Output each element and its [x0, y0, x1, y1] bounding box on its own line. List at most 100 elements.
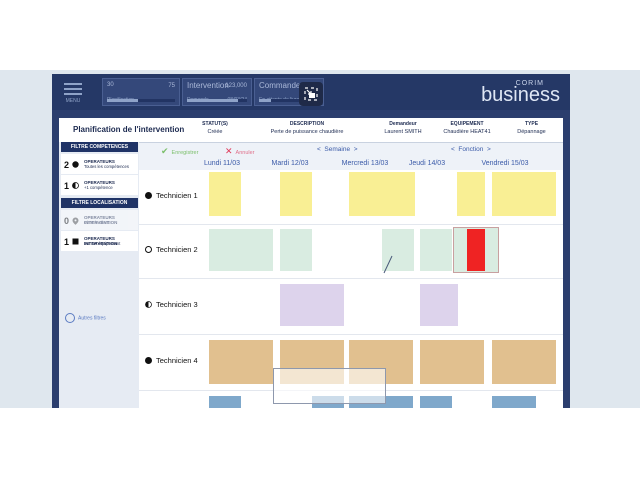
brand-logo: business: [481, 84, 560, 106]
slot-yellow[interactable]: [492, 172, 556, 216]
week-navigator[interactable]: < Semaine >: [317, 146, 358, 153]
week-label: Semaine: [324, 146, 351, 153]
page-title: Planification de l'intervention: [73, 125, 185, 134]
chevron-right-icon[interactable]: >: [486, 146, 491, 153]
location-equipment-sub: Sur cet équipement: [84, 241, 121, 246]
location-filter-client[interactable]: 0 OPERATEURS INTERVENTION Chez le client: [61, 210, 138, 230]
filled-circle-icon: [145, 192, 152, 199]
location-client-title: OPERATEURS INTERVENTION: [84, 215, 118, 225]
function-label: Fonction: [458, 146, 484, 153]
save-button[interactable]: ✔ Enregistrer: [161, 146, 198, 157]
technician-name: Technicien 3: [156, 300, 198, 309]
type-field: TYPE Dépannage: [509, 121, 554, 135]
slot-orange[interactable]: [492, 340, 556, 384]
day-header: Lundi 11/03 Mardi 12/03 Mercredi 13/03 J…: [139, 158, 563, 170]
planning-stage[interactable]: 30 75 Planification: [102, 78, 180, 106]
exit-fullscreen-button[interactable]: [299, 82, 323, 106]
filled-circle-icon: [72, 161, 79, 168]
hamburger-icon: [64, 83, 82, 85]
slot-orange[interactable]: [209, 340, 273, 384]
empty-circle-icon: [145, 246, 152, 253]
menu-button[interactable]: MENU: [62, 80, 84, 104]
action-row: ✔ Enregistrer ✕ Annuler < Semaine > < Fonc…: [139, 142, 563, 158]
slot-orange[interactable]: [420, 340, 484, 384]
slot-blue[interactable]: [209, 396, 241, 408]
type-value: Dépannage: [517, 129, 546, 135]
cancel-label: Annuler: [235, 150, 255, 156]
filled-circle-icon: [145, 357, 152, 364]
requester-field: Demandeur Laurent SMITH: [373, 121, 433, 135]
menu-label: MENU: [65, 98, 81, 104]
intervention-header: Planification de l'intervention STATUT(S…: [59, 118, 563, 143]
other-filters-label: Autres filtres: [78, 315, 106, 322]
planning-grid: Technicien 1 Technicien 2: [139, 170, 563, 408]
description-field: DESCRIPTION Perte de puissance chaudière: [257, 121, 357, 135]
skills-filter-all[interactable]: 2 OPERATEURS Toutes les compétences: [61, 154, 138, 174]
location-filter-title: FILTRE LOCALISATION: [61, 198, 138, 208]
filled-square-icon: [72, 238, 79, 245]
slot-green[interactable]: [280, 229, 312, 271]
location-client-sub: Chez le client: [84, 220, 110, 225]
half-circle-icon: [72, 182, 79, 189]
filter-icon: [65, 313, 75, 323]
chevron-right-icon[interactable]: >: [353, 146, 358, 153]
skills-plus-count: 1: [64, 181, 70, 191]
slot-yellow[interactable]: [457, 172, 485, 216]
technician-row-4: Technicien 4: [139, 334, 563, 391]
slot-blue[interactable]: [420, 396, 452, 408]
technician-row-2: Technicien 2: [139, 224, 563, 279]
slot-green[interactable]: [420, 229, 452, 271]
top-bar: MENU 30 75 Planification Intervention 12…: [52, 74, 570, 110]
slot-green[interactable]: [382, 229, 414, 271]
chevron-left-icon[interactable]: <: [317, 146, 321, 153]
slot-blue[interactable]: [492, 396, 536, 408]
slot-purple[interactable]: [420, 284, 458, 326]
type-label: TYPE: [524, 121, 539, 127]
location-pin-icon: [72, 217, 79, 225]
planning-panel: Planification de l'intervention STATUT(S…: [59, 118, 563, 408]
day-friday: Vendredi 15/03: [481, 160, 529, 167]
slot-yellow[interactable]: [349, 172, 415, 216]
technician-3-label: Technicien 3: [145, 300, 198, 309]
skills-filter-title: FILTRE COMPETENCES: [61, 142, 138, 152]
other-filters-link[interactable]: Autres filtres: [65, 313, 106, 323]
requester-label: Demandeur: [389, 121, 417, 127]
intervention-stage[interactable]: Intervention 123,000 Demande 08/03/24: [182, 78, 252, 106]
order-progress: [259, 99, 319, 102]
exit-fullscreen-icon: [304, 87, 318, 101]
chevron-left-icon[interactable]: <: [451, 146, 455, 153]
skills-all-count: 2: [64, 160, 70, 170]
app-window: MENU 30 75 Planification Intervention 12…: [52, 74, 570, 408]
equipment-label: EQUIPEMENT: [450, 121, 484, 127]
slot-green[interactable]: [209, 229, 273, 271]
location-filter-equipment[interactable]: 1 OPERATEURS INTERVENTION Sur cet équipe…: [61, 231, 138, 251]
status-label: STATUT(S): [202, 121, 228, 127]
technician-name: Technicien 2: [156, 245, 198, 254]
day-tuesday: Mardi 12/03: [271, 160, 309, 167]
slot-yellow[interactable]: [209, 172, 241, 216]
order-title: Commande: [259, 81, 301, 90]
description-value: Perte de puissance chaudière: [270, 129, 344, 135]
intervention-progress: [187, 99, 247, 102]
stage-count-left: 30: [107, 82, 114, 88]
function-navigator[interactable]: < Fonction >: [451, 146, 491, 153]
status-field: STATUT(S) Créée: [195, 121, 235, 135]
skills-filter-plus-one[interactable]: 1 OPERATEURS +1 compétence: [61, 175, 138, 195]
cancel-button[interactable]: ✕ Annuler: [225, 146, 255, 157]
technician-1-label: Technicien 1: [145, 191, 198, 200]
slot-red[interactable]: [467, 229, 485, 271]
skills-plus-sub: +1 compétence: [84, 185, 113, 190]
intervention-value: 123,000: [225, 83, 247, 89]
equipment-value: Chaudière HEAT41: [443, 129, 491, 135]
location-equipment-title: OPERATEURS INTERVENTION: [84, 236, 118, 246]
technician-row-3: Technicien 3: [139, 278, 563, 335]
slot-yellow[interactable]: [280, 172, 312, 216]
technician-2-label: Technicien 2: [145, 245, 198, 254]
day-monday: Lundi 11/03: [203, 160, 241, 167]
technician-name: Technicien 4: [156, 356, 198, 365]
save-label: Enregistrer: [171, 150, 199, 156]
location-equipment-count: 1: [64, 237, 70, 247]
slot-purple[interactable]: [280, 284, 344, 326]
page-footer-blank: [0, 408, 640, 480]
location-client-count: 0: [64, 216, 70, 226]
